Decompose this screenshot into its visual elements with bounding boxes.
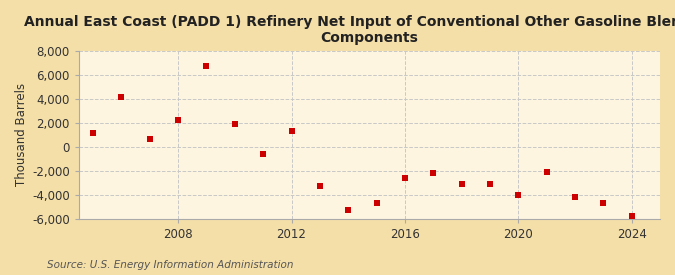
Title: Annual East Coast (PADD 1) Refinery Net Input of Conventional Other Gasoline Ble: Annual East Coast (PADD 1) Refinery Net … — [24, 15, 675, 45]
Point — [315, 184, 325, 188]
Point — [230, 122, 240, 126]
Point — [570, 195, 580, 199]
Point — [541, 170, 552, 174]
Point — [428, 171, 439, 175]
Point — [144, 137, 155, 142]
Point — [201, 64, 212, 68]
Point — [485, 182, 495, 186]
Point — [513, 192, 524, 197]
Point — [116, 95, 127, 100]
Point — [456, 182, 467, 186]
Point — [258, 152, 269, 156]
Point — [400, 176, 410, 180]
Point — [286, 129, 297, 133]
Text: Source: U.S. Energy Information Administration: Source: U.S. Energy Information Administ… — [47, 260, 294, 270]
Point — [371, 201, 382, 205]
Y-axis label: Thousand Barrels: Thousand Barrels — [15, 83, 28, 186]
Point — [88, 131, 99, 136]
Point — [343, 208, 354, 213]
Point — [598, 201, 609, 205]
Point — [626, 214, 637, 219]
Point — [173, 118, 184, 122]
